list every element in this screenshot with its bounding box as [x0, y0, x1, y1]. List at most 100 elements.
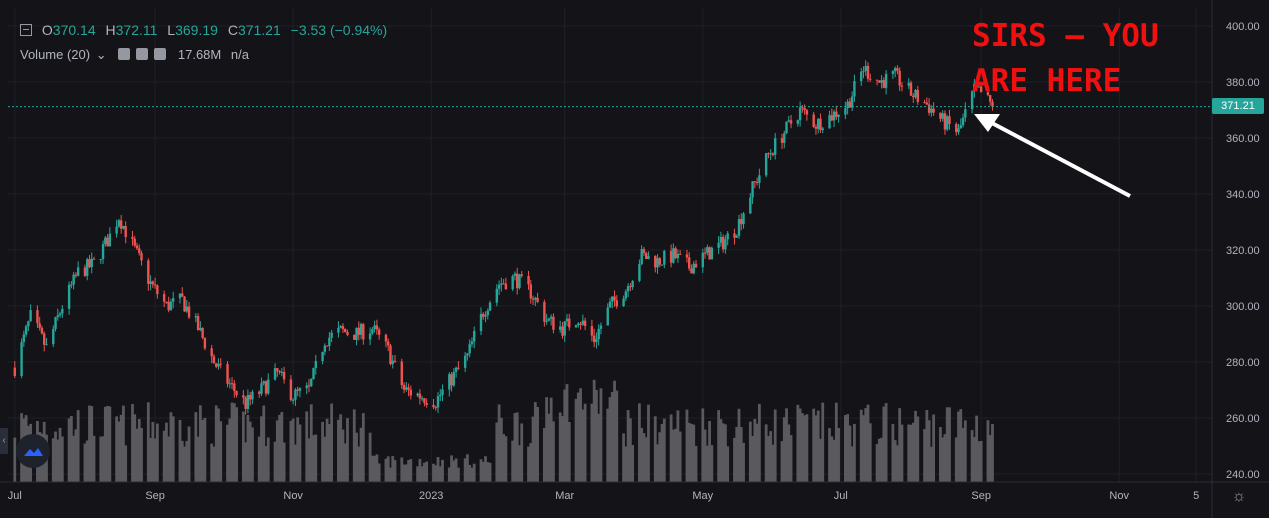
volume-bar — [787, 424, 791, 482]
settings-icon[interactable] — [136, 48, 149, 60]
eye-icon[interactable] — [118, 48, 131, 60]
volume-bar — [135, 428, 139, 482]
candle-body — [405, 387, 408, 390]
volume-bar — [466, 454, 469, 482]
volume-bar — [325, 418, 329, 482]
candle-body — [470, 341, 474, 345]
x-tick-label: Nov — [1109, 490, 1129, 502]
candle-body — [434, 407, 437, 409]
candle-body — [749, 197, 752, 214]
volume-bar — [626, 410, 630, 482]
volume-bar — [228, 418, 232, 482]
candle-body — [631, 280, 634, 288]
candle-body — [393, 360, 397, 362]
volume-bar — [549, 397, 553, 482]
chevron-down-icon[interactable]: ⌄ — [95, 47, 107, 62]
candle-body — [242, 395, 245, 398]
volume-bar — [631, 444, 635, 482]
volume-bar — [576, 392, 580, 482]
volume-bar — [69, 415, 73, 482]
candle-body — [246, 395, 250, 409]
candle-body — [337, 327, 340, 333]
candle-body — [228, 383, 231, 385]
candle-body — [563, 321, 566, 336]
volume-bar — [117, 421, 121, 482]
volume-bar — [574, 398, 578, 482]
volume-bar — [640, 428, 644, 482]
volume-bar — [531, 416, 535, 482]
volume-bar — [567, 421, 571, 482]
volume-bar — [927, 420, 931, 482]
candle-body — [860, 71, 863, 82]
price-axis: 400.00 380.00 360.00 340.00 320.00 300.00 280.… — [1226, 21, 1260, 481]
candle-body — [291, 399, 295, 401]
volume-bar — [425, 461, 429, 482]
candle-body — [357, 327, 360, 335]
volume-bar — [434, 465, 438, 482]
volume-bar — [782, 417, 786, 482]
y-tick-label: 360.00 — [1226, 133, 1260, 145]
volume-bar — [624, 446, 628, 482]
volume-bar — [907, 424, 911, 482]
volume-bar — [162, 430, 166, 482]
close-icon[interactable] — [154, 48, 167, 60]
volume-bar — [201, 419, 205, 482]
volume-bar — [771, 444, 775, 482]
volume-bar — [312, 435, 315, 482]
volume-bar — [785, 408, 788, 482]
candle-body — [355, 327, 358, 340]
candle-body — [751, 181, 754, 198]
collapse-icon[interactable] — [20, 24, 32, 36]
volume-bar — [599, 388, 603, 482]
candle-body — [685, 254, 689, 258]
volume-bar — [343, 443, 347, 482]
gear-icon[interactable]: ☼ — [1231, 488, 1247, 505]
volume-bar — [76, 410, 80, 482]
volume-bar — [733, 437, 736, 482]
candle-body — [536, 297, 539, 303]
chevron-left-icon[interactable]: ‹ — [0, 428, 8, 454]
volume-bar — [547, 413, 551, 482]
volume-label[interactable]: Volume (20) — [20, 47, 91, 62]
candle-body — [122, 226, 125, 229]
volume-bar — [945, 407, 949, 482]
volume-bar — [737, 408, 741, 482]
candle-body — [767, 153, 770, 155]
candle-body — [676, 253, 680, 259]
candle-body — [362, 324, 365, 340]
candle-body — [115, 226, 118, 234]
volume-bar — [275, 420, 279, 482]
volume-bar — [307, 438, 311, 482]
volume-bar — [764, 424, 768, 482]
candle-body — [513, 273, 517, 277]
volume-bar — [988, 435, 992, 482]
candle-body — [185, 306, 188, 312]
candle-body — [923, 101, 926, 103]
candle-body — [500, 283, 503, 285]
volume-bar — [939, 427, 942, 482]
volume-bar — [377, 463, 381, 482]
candle-body — [939, 112, 942, 119]
candle-body — [624, 291, 628, 299]
candle-body — [56, 315, 59, 318]
volume-bar — [527, 446, 530, 482]
volume-bar — [54, 431, 57, 482]
volume-bar — [185, 440, 189, 482]
volume-bar — [954, 437, 958, 482]
volume-bar — [843, 415, 847, 482]
y-tick-label: 240.00 — [1226, 469, 1260, 481]
candle-body — [76, 267, 80, 276]
candle-body — [153, 284, 157, 286]
candle-body — [882, 80, 886, 88]
candle-body — [226, 363, 229, 384]
candle-body — [900, 85, 904, 87]
volume-bar — [561, 416, 564, 482]
volume-bar — [979, 440, 983, 482]
volume-bar — [167, 436, 171, 482]
tradingview-cloud-icon[interactable] — [16, 434, 50, 468]
volume-bar — [853, 423, 856, 482]
volume-bar — [644, 437, 648, 482]
close-label: C — [227, 22, 238, 38]
volume-bar — [653, 416, 657, 482]
